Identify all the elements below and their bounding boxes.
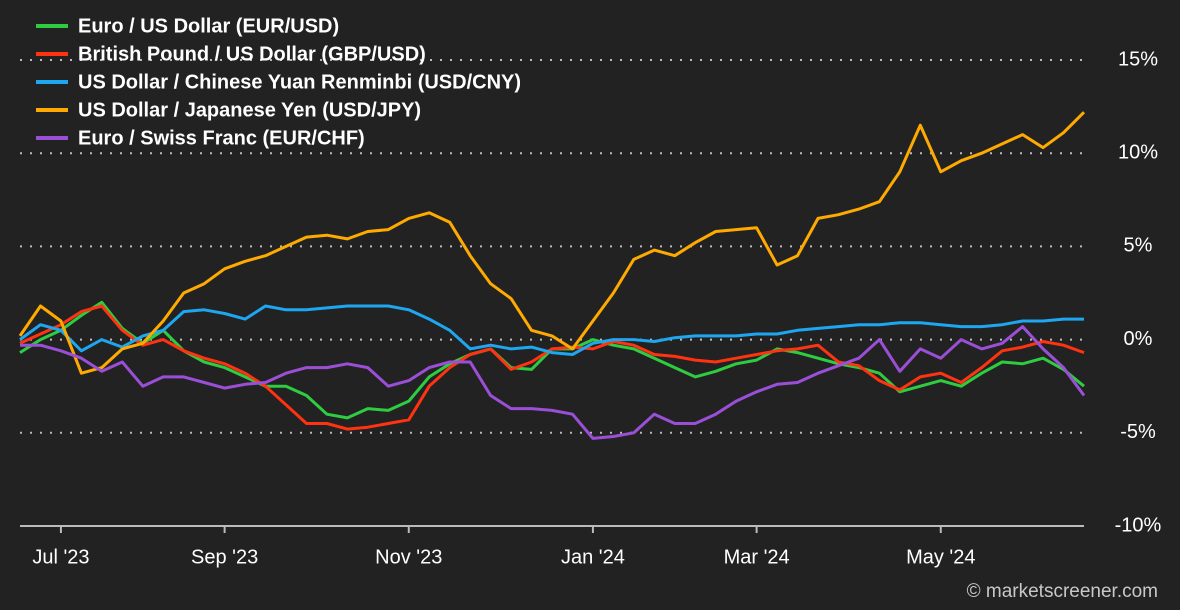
legend-label: US Dollar / Chinese Yuan Renminbi (USD/C… — [78, 71, 521, 93]
y-tick-label: 5% — [1124, 235, 1153, 257]
y-tick-label: -5% — [1120, 421, 1156, 443]
series-line — [19, 304, 1085, 431]
legend-label: Euro / US Dollar (EUR/USD) — [78, 15, 339, 37]
x-tick-label: Nov '23 — [375, 546, 442, 568]
legend-label: Euro / Swiss Franc (EUR/CHF) — [78, 127, 365, 149]
legend-label: British Pound / US Dollar (GBP/USD) — [78, 43, 426, 65]
legend-label: US Dollar / Japanese Yen (USD/JPY) — [78, 99, 421, 121]
x-tick-label: Jan '24 — [561, 546, 625, 568]
x-tick-label: May '24 — [906, 546, 975, 568]
x-tick-label: Mar '24 — [724, 546, 790, 568]
x-tick-label: Jul '23 — [32, 546, 89, 568]
y-tick-label: 15% — [1118, 48, 1158, 70]
credit: © marketscreener.com — [967, 581, 1158, 602]
series-line — [18, 111, 1086, 375]
series-line — [19, 304, 1084, 356]
y-tick-label: -10% — [1115, 514, 1162, 536]
y-tick-label: 0% — [1124, 328, 1153, 350]
y-tick-label: 10% — [1118, 141, 1158, 163]
series-line — [20, 325, 1086, 440]
x-tick-label: Sep '23 — [191, 546, 258, 568]
